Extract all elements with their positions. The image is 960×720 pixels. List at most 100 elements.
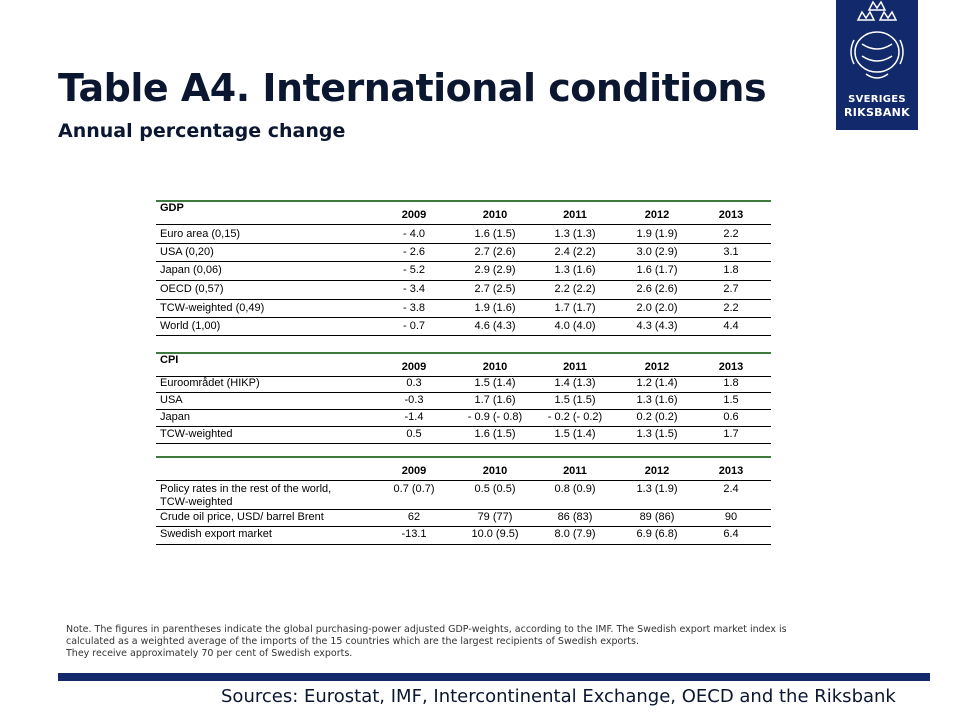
year-header-row: 2009 2010 2011 2012 2013 xyxy=(156,463,771,480)
cell: 79 (77) xyxy=(477,511,513,523)
row-label: Swedish export market xyxy=(160,528,272,540)
year-header: 2012 xyxy=(644,209,670,221)
table-row: USA -0.3 1.7 (1.6) 1.5 (1.5) 1.3 (1.6) 1… xyxy=(156,392,771,409)
crest-icon xyxy=(850,0,904,79)
cell: 1.7 (1.7) xyxy=(554,302,596,314)
cell: 6.9 (6.8) xyxy=(636,528,678,540)
table-row: Swedish export market -13.1 10.0 (9.5) 8… xyxy=(156,526,771,543)
table-row: Crude oil price, USD/ barrel Brent 62 79… xyxy=(156,509,771,526)
cell: 10.0 (9.5) xyxy=(471,528,519,540)
cell: 0.5 (0.5) xyxy=(474,483,516,495)
cell: - 4.0 xyxy=(402,228,425,240)
cell: -1.4 xyxy=(404,411,424,423)
year-header: 2010 xyxy=(482,465,508,477)
row-label: Japan (0,06) xyxy=(160,264,222,276)
row-label: Crude oil price, USD/ barrel Brent xyxy=(160,511,324,523)
table-top-rule xyxy=(156,456,771,458)
cell: - 3.4 xyxy=(402,283,425,295)
cell: 1.8 xyxy=(723,264,739,276)
year-header: 2011 xyxy=(563,361,587,373)
year-header: 2013 xyxy=(718,209,744,221)
cell: 0.6 xyxy=(723,411,739,423)
table-top-rule xyxy=(156,200,771,202)
year-header: 2009 xyxy=(401,465,427,477)
cell: - 2.6 xyxy=(402,246,425,258)
row-label: OECD (0,57) xyxy=(160,283,224,295)
row-rule xyxy=(156,509,771,510)
row-label: Japan xyxy=(160,411,190,423)
section-label-gdp: GDP xyxy=(160,202,184,214)
cell: 8.0 (7.9) xyxy=(554,528,596,540)
sources-text: Sources: Eurostat, IMF, Intercontinental… xyxy=(221,686,896,707)
row-label: TCW-weighted (0,49) xyxy=(160,302,265,314)
cell: 1.2 (1.4) xyxy=(636,377,678,389)
table-row: TCW-weighted 0.5 1.6 (1.5) 1.5 (1.4) 1.3… xyxy=(156,426,771,443)
cell: -0.3 xyxy=(404,394,424,406)
cell: 1.3 (1.6) xyxy=(636,394,678,406)
cell: 2.0 (2.0) xyxy=(636,302,678,314)
cell: 2.2 xyxy=(723,228,739,240)
cell: 2.9 (2.9) xyxy=(474,264,516,276)
note-line: calculated as a weighted average of the … xyxy=(66,636,639,647)
cell: - 0.7 xyxy=(402,320,425,332)
row-rule xyxy=(156,409,771,410)
table-row: Euro area (0,15) - 4.0 1.6 (1.5) 1.3 (1.… xyxy=(156,226,771,243)
year-header: 2009 xyxy=(401,209,427,221)
cell: 4.4 xyxy=(723,320,739,332)
year-header: 2013 xyxy=(718,361,744,373)
cell: 1.3 (1.9) xyxy=(636,483,678,495)
year-header-row: 2009 2010 2011 2012 2013 xyxy=(156,359,771,376)
cell: 89 (86) xyxy=(639,511,675,523)
cell: 1.5 (1.4) xyxy=(474,377,516,389)
cell: 1.6 (1.5) xyxy=(474,428,516,440)
table-row: Policy rates in the rest of the world, TC… xyxy=(156,481,771,509)
table-row: TCW-weighted (0,49) - 3.8 1.9 (1.6) 1.7 … xyxy=(156,300,771,317)
header-rule xyxy=(156,480,771,481)
cell: 90 xyxy=(724,511,738,523)
year-header: 2012 xyxy=(644,361,670,373)
cell: 0.5 xyxy=(406,428,422,440)
riksbank-logo: SVERIGES RIKSBANK xyxy=(836,0,918,130)
year-header: 2012 xyxy=(644,465,670,477)
cpi-table: CPI 2009 2010 2011 2012 2013 Euroområdet… xyxy=(156,348,771,444)
year-header: 2010 xyxy=(482,361,508,373)
row-label: World (1,00) xyxy=(160,320,221,332)
header-rule xyxy=(156,224,771,225)
cell: 1.6 (1.7) xyxy=(636,264,678,276)
cell: 86 (83) xyxy=(557,511,593,523)
cell: 1.5 (1.5) xyxy=(554,394,596,406)
section-label-cpi: CPI xyxy=(160,354,179,366)
cell: 1.9 (1.9) xyxy=(636,228,678,240)
cell: 4.6 (4.3) xyxy=(474,320,516,332)
table-row: Japan -1.4 - 0.9 (- 0.8) - 0.2 (- 0.2) 0… xyxy=(156,409,771,426)
cell: 2.6 (2.6) xyxy=(636,283,678,295)
note-line: They receive approximately 70 per cent o… xyxy=(66,648,353,659)
table-top-rule xyxy=(156,352,771,354)
year-header-row: 2009 2010 2011 2012 2013 xyxy=(156,207,771,224)
cell: 1.7 (1.6) xyxy=(474,394,516,406)
cell: - 0.9 (- 0.8) xyxy=(467,411,523,423)
cell: 2.2 (2.2) xyxy=(554,283,596,295)
row-label: USA xyxy=(160,394,183,406)
row-rule xyxy=(156,317,771,318)
cell: 3.0 (2.9) xyxy=(636,246,678,258)
cell: - 3.8 xyxy=(402,302,425,314)
row-rule xyxy=(156,299,771,300)
cell: 6.4 xyxy=(723,528,739,540)
cell: 1.3 (1.6) xyxy=(554,264,596,276)
other-indicators-table: 2009 2010 2011 2012 2013 Policy rates in… xyxy=(156,452,771,546)
row-rule xyxy=(156,261,771,262)
cell: 4.0 (4.0) xyxy=(554,320,596,332)
cell: 2.4 (2.2) xyxy=(554,246,596,258)
cell: 1.9 (1.6) xyxy=(474,302,516,314)
cell: 1.3 (1.3) xyxy=(554,228,596,240)
table-row: Japan (0,06) - 5.2 2.9 (2.9) 1.3 (1.6) 1… xyxy=(156,262,771,279)
logo-text-riksbank: RIKSBANK xyxy=(843,106,911,119)
cell: 1.5 (1.4) xyxy=(554,428,596,440)
cell: -13.1 xyxy=(401,528,427,540)
table-note: Note. The figures in parentheses indicat… xyxy=(66,624,942,660)
table-row: Euroområdet (HIKP) 0.3 1.5 (1.4) 1.4 (1.… xyxy=(156,375,771,392)
cell: 62 xyxy=(407,511,421,523)
row-rule xyxy=(156,426,771,427)
cell: 0.7 (0.7) xyxy=(393,483,435,495)
